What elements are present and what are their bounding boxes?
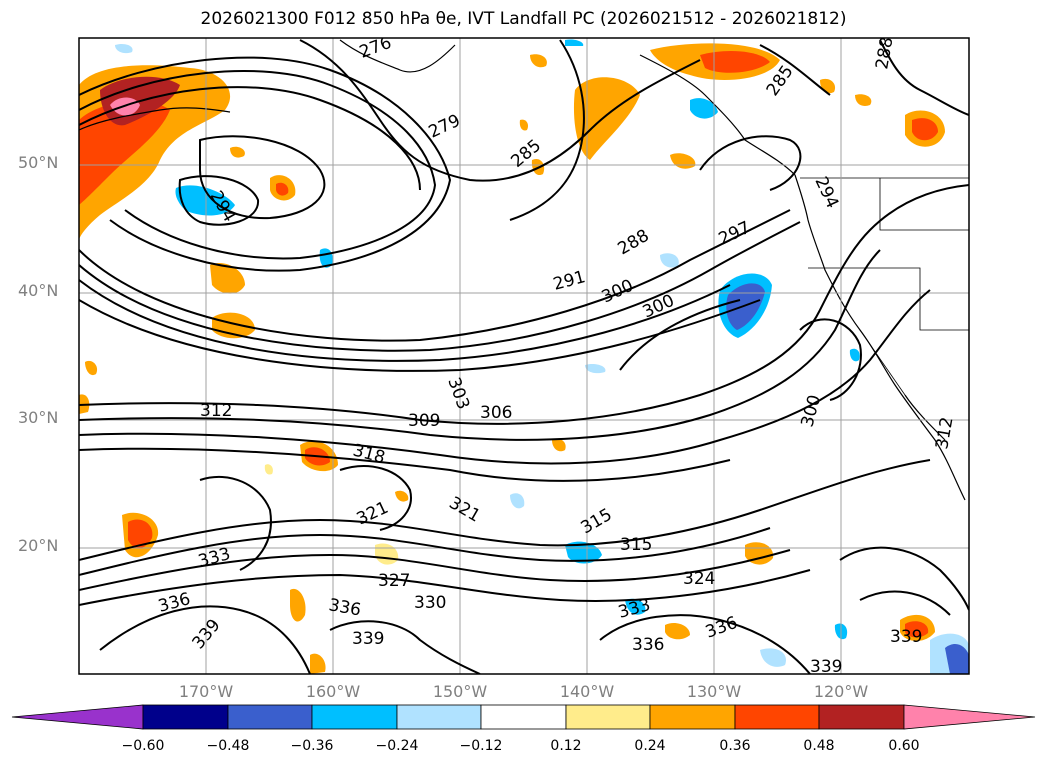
lon-label-120w: 120°W: [813, 682, 869, 701]
theta-e-contours: [79, 39, 969, 674]
contour-label: 339: [352, 629, 384, 649]
lon-label-170w: 170°W: [178, 682, 234, 701]
lat-label-20n: 20°N: [18, 536, 59, 555]
map-content: 276 279 285 285 288 294 294 288 291 297 …: [79, 38, 969, 677]
colorbar-segment: [565, 704, 651, 730]
colorbar-tick-label: −0.24: [375, 738, 419, 754]
contour-label: 324: [683, 569, 715, 589]
colorbar-min-arrow: [11, 704, 144, 730]
colorbar-tick-label: −0.36: [290, 738, 334, 754]
coastlines: [79, 39, 966, 501]
colorbar-tick-label: −0.12: [459, 738, 503, 754]
colorbar-segment: [227, 704, 313, 730]
lat-label-30n: 30°N: [18, 408, 59, 427]
colorbar-segment: [480, 704, 567, 730]
colorbar-tick-label: 0.48: [803, 738, 835, 754]
contour-label: 327: [378, 571, 410, 591]
colorbar-tick-label: 0.36: [719, 738, 751, 754]
lon-label-140w: 140°W: [559, 682, 615, 701]
contour-label: 309: [408, 411, 440, 431]
state-borders: [800, 177, 969, 396]
map-frame-bg: [79, 38, 969, 674]
lon-label-130w: 130°W: [686, 682, 742, 701]
colorbar-tick-label: −0.60: [121, 738, 165, 754]
figure-title: 2026021300 F012 850 hPa θe, IVT Landfall…: [200, 9, 847, 29]
colorbar-tick-label: 0.12: [550, 738, 582, 754]
lat-label-40n: 40°N: [18, 281, 59, 300]
contour-label: 312: [200, 401, 232, 421]
contour-label: 339: [810, 657, 842, 677]
contour-label: 306: [480, 403, 512, 423]
lat-label-50n: 50°N: [18, 153, 59, 172]
map-border: [78, 37, 970, 675]
colorbar-tick-label: 0.24: [634, 738, 666, 754]
lon-label-160w: 160°W: [305, 682, 361, 701]
colorbar-segment: [396, 704, 482, 730]
colorbar: [11, 704, 1036, 730]
contour-label: 330: [414, 593, 446, 613]
gridlines: [79, 38, 969, 674]
colorbar-segment: [649, 704, 736, 730]
contour-label: 315: [620, 535, 652, 555]
colorbar-segment: [142, 704, 229, 730]
colorbar-tick-label: −0.48: [206, 738, 250, 754]
colorbar-segment: [311, 704, 398, 730]
colorbar-tick-label: 0.60: [888, 738, 920, 754]
colorbar-max-arrow: [903, 704, 1036, 730]
colorbar-segment: [818, 704, 905, 730]
lon-label-150w: 150°W: [432, 682, 488, 701]
contour-label: 339: [890, 627, 922, 647]
colorbar-segment: [734, 704, 820, 730]
negative-shading: [115, 39, 969, 674]
contour-label: 336: [632, 635, 664, 655]
